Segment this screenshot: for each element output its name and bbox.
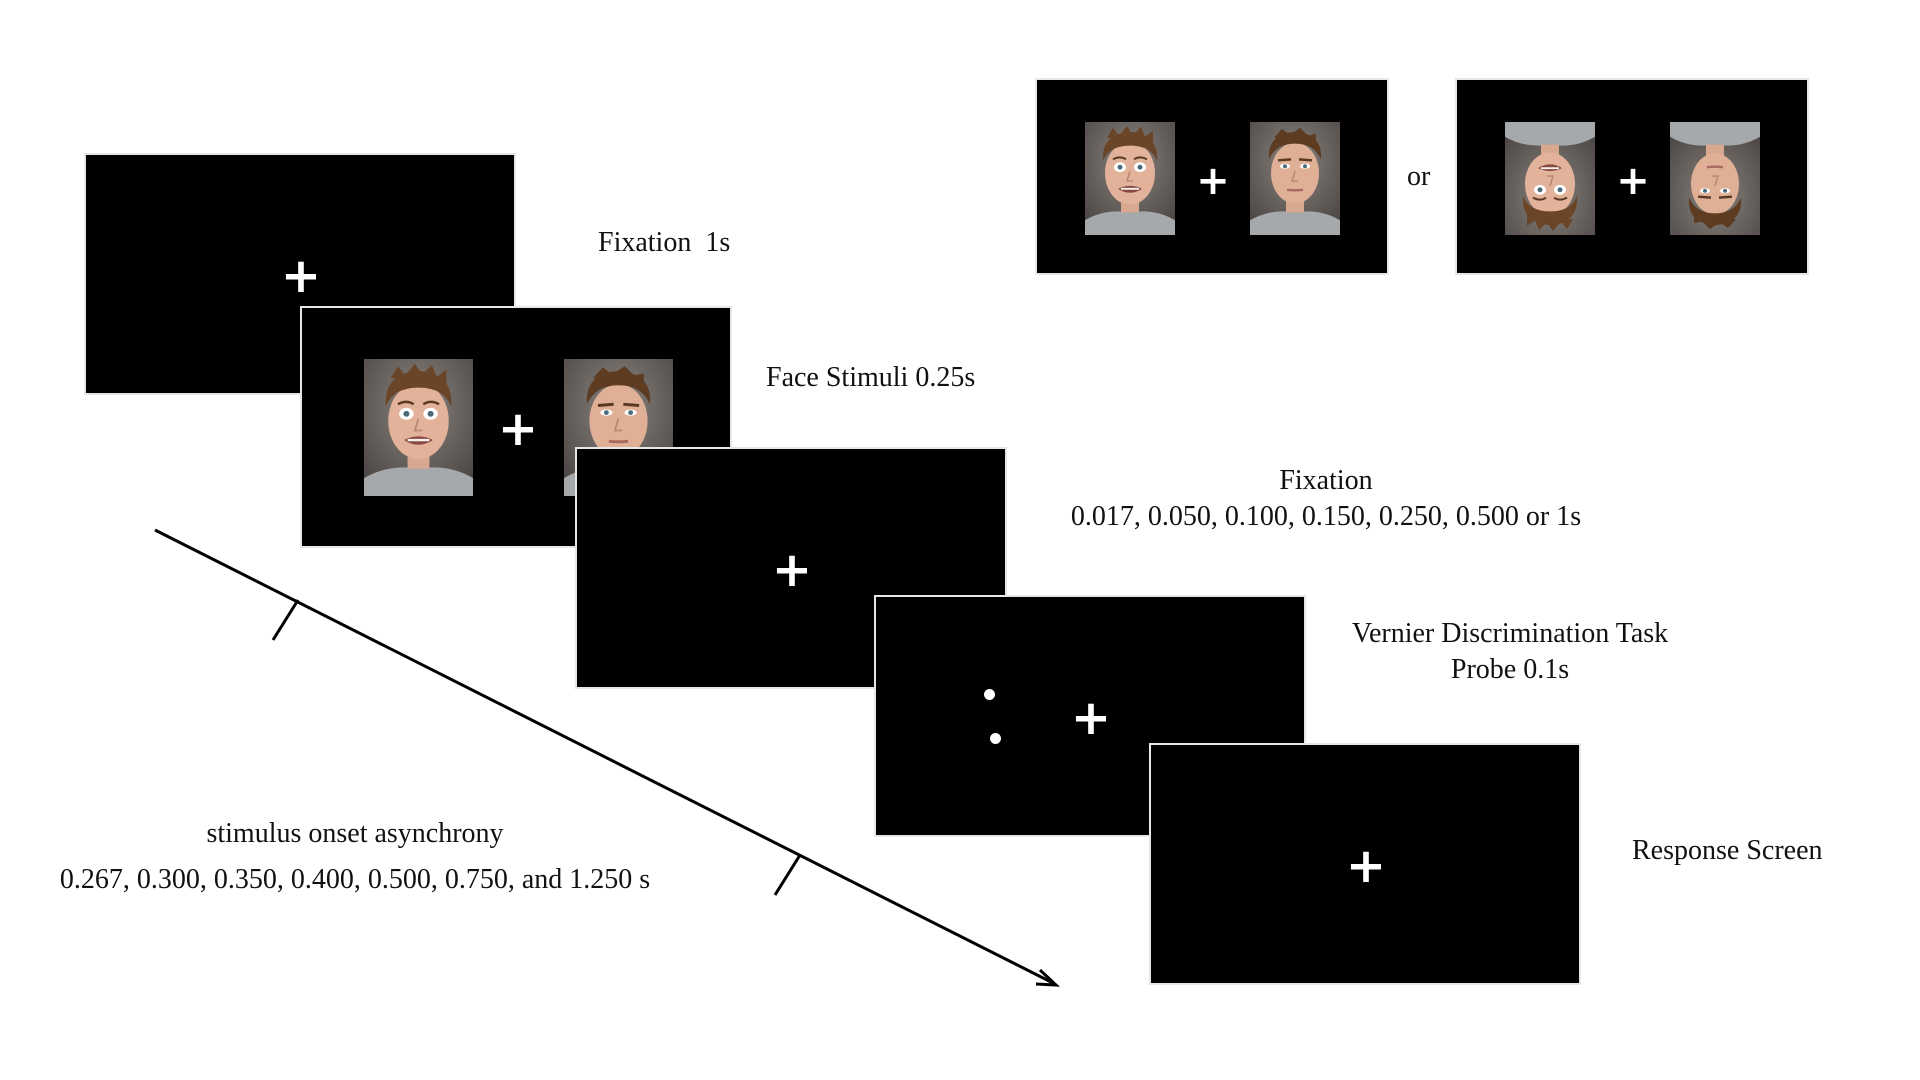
vernier-probe-dot-upper — [984, 689, 995, 700]
face-stimuli-label: Face Stimuli 0.25s — [766, 362, 976, 393]
soa-values: 0.267, 0.300, 0.350, 0.400, 0.500, 0.750… — [59, 864, 651, 896]
isi-fixation-title: Fixation — [1279, 465, 1373, 496]
neutral-face-image — [1250, 122, 1340, 235]
fixation-label: Fixation 1s — [598, 227, 731, 258]
response-screen: + — [1149, 743, 1581, 985]
fixation-cross: + — [280, 248, 322, 304]
vernier-task-duration: Probe 0.1s — [1450, 654, 1570, 686]
timeline-arrowhead — [1035, 968, 1061, 987]
vernier-task-title: Vernier Discrimination Task — [1351, 618, 1669, 649]
fixation-cross: + — [1345, 838, 1387, 894]
fixation-cross: + — [1196, 158, 1230, 204]
fearful-face-image — [364, 359, 473, 496]
timeline-tick-1 — [271, 599, 300, 641]
timeline-tick-2 — [773, 854, 802, 896]
soa-label: stimulus onset asynchrony 0.267, 0.300, … — [20, 811, 690, 903]
fixation-cross: + — [1070, 690, 1112, 746]
fixation-cross: + — [497, 401, 539, 457]
fixation-cross: + — [1616, 158, 1650, 204]
isi-fixation-durations: 0.017, 0.050, 0.100, 0.150, 0.250, 0.500… — [1070, 501, 1582, 533]
fearful-face-image — [1085, 122, 1175, 235]
example-panel-inverted: + — [1455, 78, 1809, 275]
timeline-line — [154, 528, 1054, 985]
fixation-cross: + — [771, 542, 813, 598]
inverted-fearful-face-image — [1505, 122, 1595, 235]
isi-fixation-label: Fixation 0.017, 0.050, 0.100, 0.150, 0.2… — [1056, 463, 1596, 536]
soa-title: stimulus onset asynchrony — [206, 818, 504, 849]
vernier-probe-dot-lower — [990, 733, 1001, 744]
or-label: or — [1407, 161, 1431, 192]
example-panel-upright: + — [1035, 78, 1389, 275]
response-screen-label: Response Screen — [1632, 835, 1823, 866]
vernier-task-label: Vernier Discrimination Task Probe 0.1s — [1320, 616, 1700, 689]
inverted-neutral-face-image — [1670, 122, 1760, 235]
